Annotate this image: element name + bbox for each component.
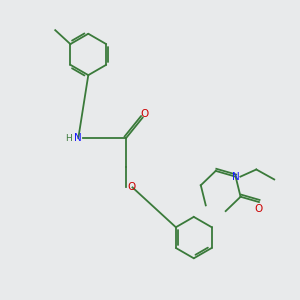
Text: H: H	[65, 134, 72, 143]
Text: O: O	[140, 109, 148, 119]
Text: N: N	[232, 172, 239, 182]
Text: N: N	[74, 133, 82, 143]
Text: O: O	[128, 182, 136, 192]
Text: O: O	[255, 204, 263, 214]
